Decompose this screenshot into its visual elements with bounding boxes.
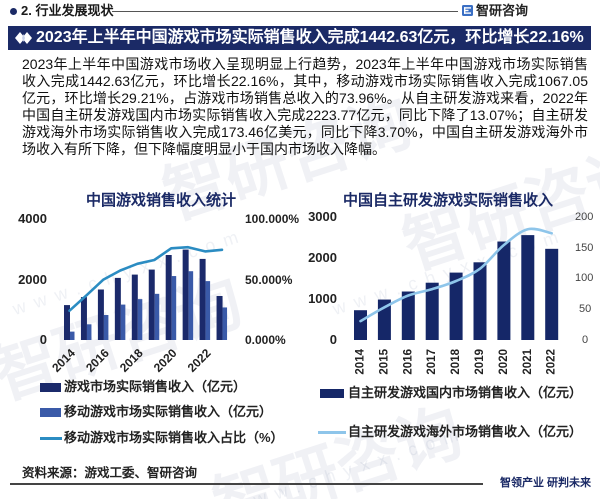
paragraph-line: 亿元，环比增长29.21%，占游戏市场销售总收入的73.96%。从自主研发游戏来…: [22, 90, 588, 106]
bar-total-revenue: [64, 305, 70, 340]
brand-logo-icon: [462, 5, 473, 16]
legend-swatch-total-revenue: [40, 383, 61, 392]
paragraph-line: 中国自主研发游戏国内市场实际销售收入完成2223.77亿元，同比下降了13.07…: [22, 107, 588, 123]
x-axis-label: 2016: [402, 349, 414, 375]
paragraph-line: 游戏海外市场实际销售收入完成173.46亿美元，同比下降3.70%，中国自主研发…: [22, 124, 588, 140]
x-axis-label: 2016: [83, 346, 112, 375]
x-axis-label: 2018: [117, 346, 146, 375]
y-right-tick: 150: [575, 242, 594, 254]
y-left-tick: 3000: [308, 209, 337, 224]
bar-domestic-revenue: [497, 241, 511, 340]
x-axis-label: 2020: [498, 349, 510, 375]
bar-mobile-revenue: [137, 299, 143, 340]
x-axis-label: 2021: [522, 348, 534, 374]
y-right-tick: 100.000%: [245, 212, 300, 226]
body-paragraph: 2023年上半年中国游戏市场收入呈现明显上行趋势，2023年上半年中国游戏市场实…: [22, 56, 588, 158]
line-mobile-share: [68, 245, 224, 313]
legend-label: 移动游戏市场实际销售收入（亿元）: [64, 404, 273, 419]
bar-total-revenue: [165, 255, 172, 340]
y-right-tick: 100: [575, 272, 594, 284]
diamond-icon: [15, 32, 32, 44]
chart-title-self-developed-revenue: 中国自主研发游戏实际销售收入: [342, 192, 553, 209]
section-title: 2. 行业发展现状: [21, 3, 114, 18]
chart-title-game-revenue: 中国游戏销售收入统计: [85, 192, 236, 209]
legend-label: 自主研发游戏国内市场销售收入（亿元）: [348, 385, 583, 400]
bar-total-revenue: [131, 274, 138, 340]
bar-total-revenue: [148, 269, 155, 340]
x-axis-label: 2014: [49, 346, 78, 375]
section-bullet-icon: [10, 8, 17, 15]
legend-label: 游戏市场实际销售收入（亿元）: [64, 379, 247, 394]
data-source: 资料来源：游戏工委、智研咨询: [22, 466, 198, 480]
bar-domestic-revenue: [473, 262, 487, 340]
bar-mobile-revenue: [222, 307, 228, 340]
x-axis-label: 2015: [378, 348, 390, 374]
y-left-tick: 0: [329, 332, 337, 347]
bar-domestic-revenue: [545, 248, 559, 340]
line-overseas-revenue: [359, 227, 553, 323]
x-axis-label: 2014: [355, 348, 367, 374]
paragraph-line: 收入完成1442.63亿元，环比增长22.16%，其中，移动游戏市场实际销售收入…: [22, 73, 588, 89]
brand-name: 智研咨询: [476, 3, 529, 18]
x-axis-label: 2020: [151, 346, 180, 375]
bar-total-revenue: [199, 258, 206, 340]
y-left-tick: 4000: [18, 211, 47, 226]
bar-mobile-revenue: [171, 276, 177, 340]
bar-total-revenue: [114, 277, 121, 340]
bar-mobile-revenue: [205, 281, 211, 340]
bar-total-revenue: [182, 249, 189, 340]
y-right-tick: 200: [575, 211, 594, 223]
y-right-tick: 0.000%: [245, 333, 286, 347]
legend-swatch-overseas-revenue: [318, 431, 346, 434]
y-right-tick: 50: [579, 303, 592, 315]
legend-swatch-mobile-share: [40, 437, 62, 440]
legend-swatch-mobile-revenue: [40, 408, 61, 417]
legend-label: 移动游戏市场实际销售收入占比（%）: [64, 430, 284, 445]
y-left-tick: 1000: [308, 291, 337, 306]
headline-banner: 2023年上半年中国游戏市场实际销售收入完成1442.63亿元，环比增长22.1…: [8, 26, 591, 50]
bar-mobile-revenue: [103, 315, 109, 340]
bar-domestic-revenue: [354, 310, 367, 340]
x-axis-label: 2022: [185, 346, 214, 375]
x-axis-label: 2022: [546, 349, 558, 375]
bar-mobile-revenue: [188, 271, 194, 340]
x-axis-label: 2018: [450, 348, 462, 374]
footer-slogan: 智领产业 研判未来: [500, 477, 592, 489]
plot-self-developed-revenue: 2014 2015 2016 2017 2018 2019 2020 2021 2022: [354, 227, 559, 375]
x-axis-label: 2017: [426, 349, 438, 375]
bar-domestic-revenue: [425, 282, 439, 340]
bar-total-revenue: [80, 297, 87, 340]
bar-mobile-revenue: [154, 293, 160, 340]
y-left-tick: 2000: [18, 272, 47, 287]
y-left-tick: 0: [39, 332, 47, 347]
legend-label: 自主研发游戏海外市场销售收入（亿元）: [348, 424, 583, 439]
plot-game-revenue: 2014 2016 2018 2020 2022: [49, 245, 228, 375]
bar-mobile-revenue: [86, 324, 92, 340]
bar-domestic-revenue: [401, 291, 415, 340]
paragraph-line: 2023年上半年中国游戏市场收入呈现明显上行趋势，2023年上半年中国游戏市场实…: [22, 56, 588, 72]
bar-total-revenue: [97, 289, 104, 340]
bar-mobile-revenue: [120, 304, 126, 340]
paragraph-line: 场收入有所下降，但下降幅度明显小于国内市场收入降幅。: [22, 141, 386, 157]
y-right-tick: 0: [582, 334, 589, 346]
footer-divider: [10, 483, 483, 485]
header-divider: [112, 11, 458, 12]
y-left-tick: 2000: [308, 250, 337, 265]
bar-domestic-revenue: [521, 235, 535, 340]
legend-swatch-domestic-revenue: [320, 389, 344, 398]
x-axis-label: 2019: [474, 349, 486, 375]
y-right-tick: 50.000%: [245, 273, 293, 287]
headline-text: 2023年上半年中国游戏市场实际销售收入完成1442.63亿元，环比增长22.1…: [36, 29, 584, 46]
bar-mobile-revenue: [70, 331, 75, 340]
bar-domestic-revenue: [449, 272, 463, 340]
bar-total-revenue: [216, 295, 223, 340]
